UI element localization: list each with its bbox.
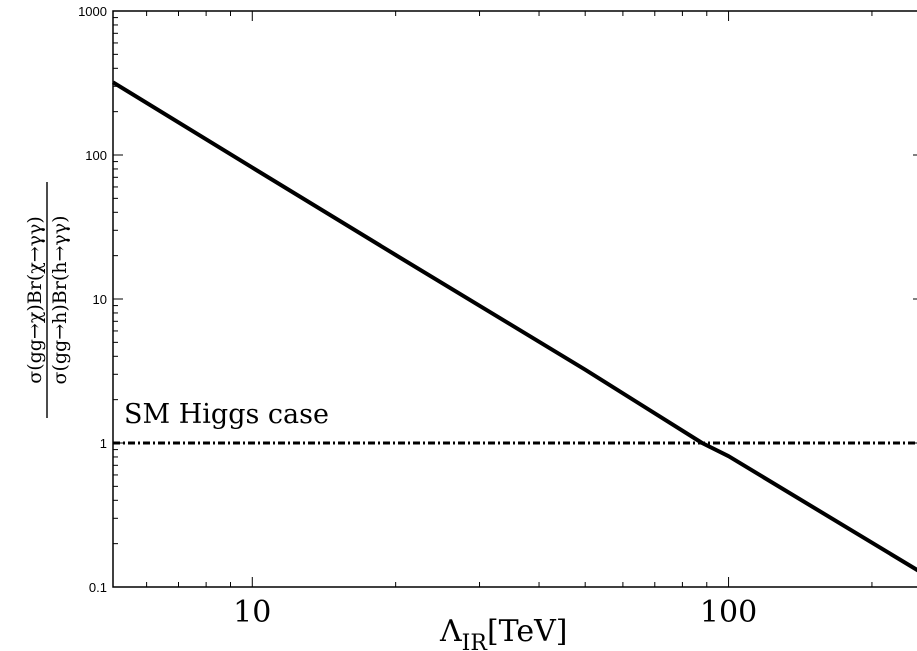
x-axis-label-unit: [TeV] bbox=[487, 614, 568, 649]
tick-marks bbox=[113, 11, 917, 588]
y-axis-label: σ(gg→χ)Br(χ→γγ) σ(gg→h)Br(h→γγ) bbox=[24, 182, 71, 418]
y-tick-label: 0.1 bbox=[89, 580, 107, 595]
y-tick-label: 100 bbox=[85, 148, 107, 163]
x-tick-label: 100 bbox=[700, 595, 757, 630]
series-layer bbox=[111, 80, 917, 573]
y-tick-label: 1000 bbox=[78, 4, 107, 19]
plot-frame bbox=[112, 10, 917, 588]
ratio-line bbox=[111, 80, 917, 573]
x-axis-label: ΛIR[TeV] bbox=[439, 614, 567, 651]
x-tick-label: 10 bbox=[233, 595, 271, 630]
y-tick-label: 1 bbox=[100, 436, 107, 451]
y-axis-label-denominator: σ(gg→h)Br(h→γγ) bbox=[49, 215, 71, 384]
y-axis-label-numerator: σ(gg→χ)Br(χ→γγ) bbox=[24, 216, 46, 384]
x-axis-label-main: Λ bbox=[439, 614, 462, 649]
y-tick-labels: 0.1 1 10 100 1000 bbox=[78, 4, 107, 595]
x-axis-label-sub: IR bbox=[462, 631, 489, 651]
annotation-sm-higgs: SM Higgs case bbox=[124, 399, 329, 430]
y-tick-label: 10 bbox=[93, 292, 107, 307]
x-tick-labels: 10 100 bbox=[233, 595, 757, 630]
